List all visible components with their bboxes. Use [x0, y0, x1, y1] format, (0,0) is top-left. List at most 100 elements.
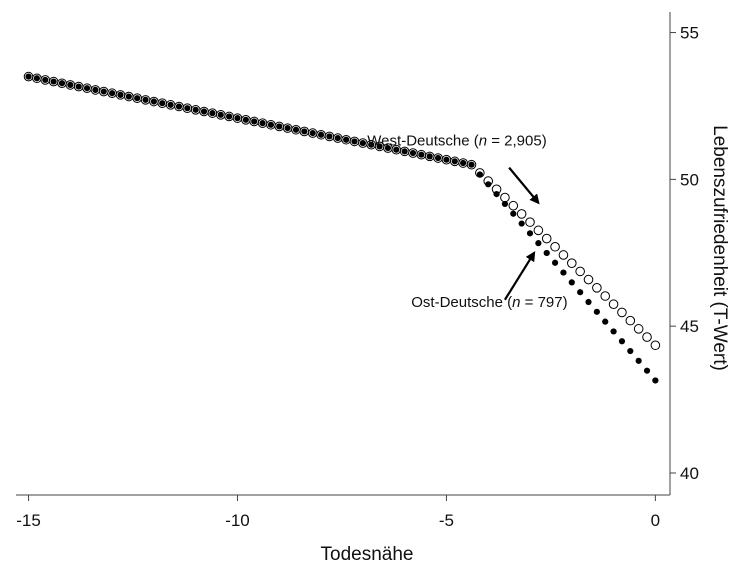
data-point-west — [516, 209, 527, 219]
data-point-ost — [551, 259, 559, 266]
annotation-ost: Ost-Deutsche (n = 797) — [411, 251, 568, 311]
data-point-ost — [175, 103, 183, 110]
data-point-ost — [577, 289, 584, 296]
data-point-ost — [334, 134, 341, 142]
data-point-ost — [142, 96, 149, 103]
data-point-ost — [50, 78, 57, 85]
data-point-west — [508, 200, 519, 211]
annotation-layer: West-Deutsche (n = 2,905) Ost-Deutsche (n… — [367, 133, 567, 311]
data-point-ost — [434, 154, 442, 162]
axes-layer: -15 -10 -5 0 40 45 50 55 — [16, 12, 699, 530]
data-point-west — [541, 233, 552, 244]
data-point-ost — [585, 298, 592, 306]
y-tick-label: 40 — [680, 464, 699, 483]
data-point-ost — [351, 138, 358, 145]
data-point-west — [575, 266, 585, 277]
data-point-ost — [401, 148, 408, 155]
data-point-ost — [317, 131, 325, 138]
data-point-ost — [485, 181, 492, 188]
data-point-ost — [635, 357, 642, 364]
data-point-ost — [493, 191, 500, 198]
data-point-ost — [100, 88, 107, 95]
data-point-ost — [451, 158, 458, 165]
x-tick-label: -5 — [439, 511, 454, 530]
data-point-west — [533, 225, 544, 236]
data-point-ost — [326, 133, 333, 140]
data-point-ost — [368, 141, 375, 148]
data-point-ost — [25, 73, 32, 80]
data-point-west — [550, 241, 560, 252]
data-point-ost — [92, 86, 99, 93]
data-point-ost — [167, 101, 174, 108]
data-point-ost — [460, 159, 467, 167]
data-point-ost — [409, 149, 417, 157]
annotation-label: Ost-Deutsche (n = 797) — [411, 294, 567, 311]
data-point-ost — [33, 75, 40, 82]
data-point-west — [608, 299, 619, 310]
x-axis-title: Todesnähe — [321, 544, 414, 565]
data-point-ost — [418, 151, 425, 158]
data-point-west — [633, 324, 644, 334]
data-point-ost — [67, 81, 74, 89]
data-point-west — [566, 258, 577, 268]
x-tick-label: -10 — [225, 511, 250, 530]
y-tick-label: 55 — [680, 24, 699, 43]
data-point-ost — [468, 161, 475, 168]
annotation-arrow — [508, 166, 540, 205]
data-point-ost — [159, 100, 166, 107]
data-point-west — [558, 250, 569, 260]
data-point-ost — [309, 130, 316, 137]
data-point-ost — [284, 125, 291, 132]
data-point-ost — [276, 123, 283, 130]
data-point-ost — [643, 367, 651, 374]
data-point-ost — [83, 85, 91, 92]
y-axis-title: Lebenszufriedenheit (T-Wert) — [709, 125, 730, 371]
x-tick-label: -15 — [16, 511, 41, 530]
data-point-ost — [184, 105, 191, 112]
data-point-ost — [443, 156, 450, 163]
data-point-ost — [125, 93, 132, 100]
y-tick-label: 50 — [680, 170, 699, 189]
series-ost — [25, 73, 659, 384]
data-point-ost — [150, 98, 158, 105]
y-tick-label: 45 — [680, 317, 699, 336]
data-point-west — [525, 217, 535, 227]
data-point-ost — [267, 121, 275, 128]
data-point-ost — [117, 91, 124, 98]
data-point-ost — [602, 318, 609, 325]
data-point-ost — [618, 338, 626, 345]
data-point-ost — [58, 80, 66, 87]
data-point-ost — [75, 83, 82, 90]
data-point-ost — [359, 139, 366, 147]
data-point-ost — [610, 328, 617, 335]
data-point-ost — [134, 95, 141, 102]
data-point-ost — [217, 111, 224, 118]
data-point-ost — [343, 136, 350, 143]
data-point-west — [583, 274, 594, 285]
data-point-ost — [627, 347, 634, 355]
data-point-ost — [535, 240, 542, 247]
data-point-ost — [226, 113, 233, 120]
annotation-arrow — [503, 251, 536, 301]
data-point-ost — [192, 106, 199, 113]
data-point-west — [500, 192, 510, 203]
series-layer — [23, 71, 661, 384]
data-point-ost — [42, 76, 49, 84]
data-point-ost — [292, 126, 300, 133]
data-point-ost — [476, 171, 483, 178]
data-point-ost — [251, 118, 258, 125]
data-point-west — [650, 340, 661, 351]
data-point-ost — [652, 377, 659, 384]
data-point-ost — [384, 144, 392, 152]
data-point-west — [592, 282, 602, 293]
data-point-ost — [518, 220, 525, 227]
data-point-ost — [543, 249, 550, 257]
data-point-ost — [510, 210, 517, 217]
data-point-west — [642, 332, 652, 342]
data-point-ost — [376, 143, 383, 150]
data-point-ost — [393, 146, 400, 153]
data-point-ost — [242, 116, 249, 123]
annotation-west: West-Deutsche (n = 2,905) — [367, 133, 547, 205]
